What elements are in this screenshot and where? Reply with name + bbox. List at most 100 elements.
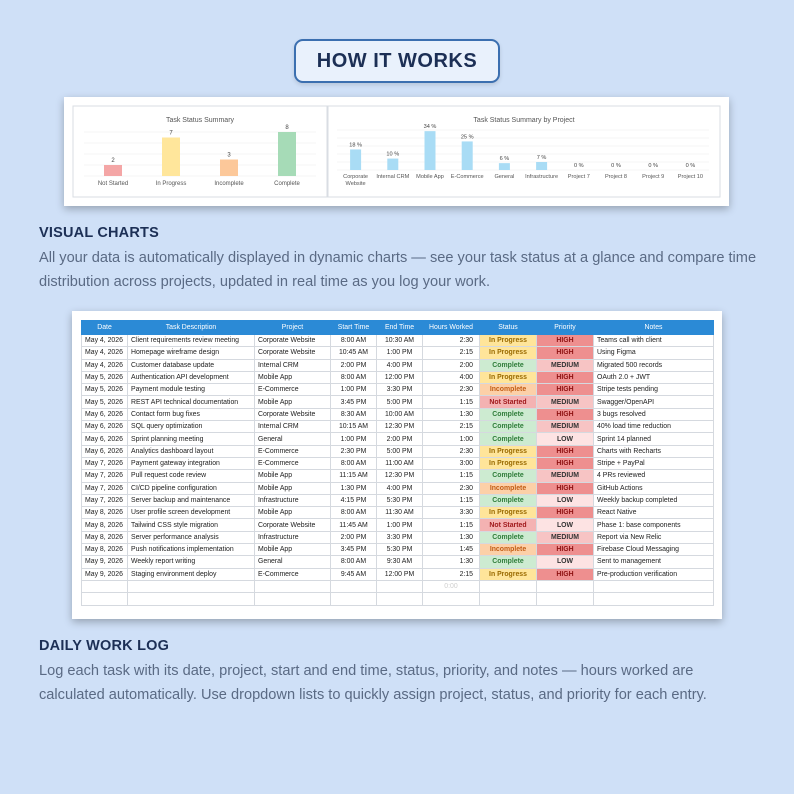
table-cell[interactable]: May 8, 2026 <box>81 506 128 520</box>
table-cell[interactable]: May 8, 2026 <box>81 543 128 557</box>
table-cell[interactable]: Incomplete <box>479 543 537 557</box>
table-cell[interactable] <box>536 592 594 606</box>
table-cell[interactable]: 1:00 PM <box>376 518 423 532</box>
table-cell[interactable]: Payment module testing <box>127 383 255 397</box>
table-cell[interactable]: In Progress <box>479 567 537 581</box>
table-cell[interactable]: Complete <box>479 469 537 483</box>
table-cell[interactable]: 1:30 <box>422 555 480 569</box>
table-cell[interactable]: Push notifications implementation <box>127 543 255 557</box>
table-cell[interactable]: HIGH <box>536 506 594 520</box>
table-cell[interactable]: Sprint 14 planned <box>593 432 714 446</box>
table-cell[interactable]: User profile screen development <box>127 506 255 520</box>
table-cell[interactable]: MEDIUM <box>536 530 594 545</box>
table-cell[interactable]: Infrastructure <box>254 530 331 545</box>
table-cell[interactable]: Phase 1: base components <box>593 518 714 532</box>
table-cell[interactable]: General <box>254 432 331 446</box>
column-header[interactable]: Project <box>254 320 331 335</box>
table-cell[interactable]: 5:30 PM <box>376 543 423 557</box>
table-cell[interactable]: OAuth 2.0 + JWT <box>593 370 714 385</box>
table-cell[interactable]: 2:15 <box>422 567 480 581</box>
table-row[interactable]: May 9, 2026 Staging environment deploy E-C… <box>81 567 714 581</box>
table-cell[interactable]: Customer database update <box>127 358 255 372</box>
table-cell[interactable] <box>376 592 423 606</box>
table-cell[interactable]: 12:30 PM <box>376 469 423 483</box>
column-header[interactable]: Task Description <box>127 320 255 335</box>
table-cell[interactable]: HIGH <box>536 383 594 397</box>
table-cell[interactable]: 40% load time reduction <box>593 420 714 434</box>
table-cell[interactable] <box>479 592 537 606</box>
table-cell[interactable]: 3:00 <box>422 456 480 471</box>
table-row[interactable]: May 4, 2026 Customer database update Inter… <box>81 358 714 372</box>
table-cell[interactable]: 3:30 PM <box>376 530 423 545</box>
table-cell[interactable]: Corporate Website <box>254 518 331 532</box>
column-header[interactable]: End Time <box>376 320 423 335</box>
table-cell[interactable]: 2:30 PM <box>330 444 377 458</box>
table-cell[interactable]: Authentication API development <box>127 370 255 385</box>
table-cell[interactable]: 3:30 <box>422 506 480 520</box>
table-cell[interactable]: E-Commerce <box>254 456 331 471</box>
table-cell[interactable]: Mobile App <box>254 370 331 385</box>
table-cell[interactable]: May 9, 2026 <box>81 567 128 581</box>
table-cell[interactable]: 3:45 PM <box>330 543 377 557</box>
table-cell[interactable]: General <box>254 555 331 569</box>
table-cell[interactable] <box>593 579 714 594</box>
table-cell[interactable]: May 6, 2026 <box>81 444 128 458</box>
table-cell[interactable]: 8:00 AM <box>330 506 377 520</box>
table-cell[interactable]: May 5, 2026 <box>81 370 128 385</box>
table-cell[interactable]: HIGH <box>536 444 594 458</box>
table-cell[interactable]: May 8, 2026 <box>81 518 128 532</box>
table-cell[interactable]: 10:00 AM <box>376 407 423 422</box>
table-cell[interactable]: May 7, 2026 <box>81 469 128 483</box>
table-row[interactable]: May 8, 2026 User profile screen developme… <box>81 506 714 520</box>
table-cell[interactable]: Using Figma <box>593 346 714 360</box>
table-cell[interactable] <box>254 592 331 606</box>
table-cell[interactable]: 8:00 AM <box>330 555 377 569</box>
table-cell[interactable]: 10:45 AM <box>330 346 377 360</box>
table-cell[interactable]: Pull request code review <box>127 469 255 483</box>
table-cell[interactable]: Payment gateway integration <box>127 456 255 471</box>
table-cell[interactable]: Sprint planning meeting <box>127 432 255 446</box>
table-cell[interactable]: 1:00 <box>422 432 480 446</box>
table-cell[interactable]: 2:30 <box>422 383 480 397</box>
table-cell[interactable]: MEDIUM <box>536 358 594 372</box>
table-cell[interactable]: 1:15 <box>422 469 480 483</box>
table-cell[interactable]: 3 bugs resolved <box>593 407 714 422</box>
table-cell[interactable]: Complete <box>479 493 537 508</box>
table-cell[interactable]: Not Started <box>479 395 537 409</box>
table-cell[interactable]: 5:30 PM <box>376 493 423 508</box>
table-cell[interactable]: 1:30 PM <box>330 481 377 495</box>
table-row[interactable]: May 6, 2026 Analytics dashboard layout E-C… <box>81 444 714 458</box>
table-cell[interactable]: Analytics dashboard layout <box>127 444 255 458</box>
table-cell[interactable]: Corporate Website <box>254 333 331 348</box>
table-cell[interactable]: Stripe + PayPal <box>593 456 714 471</box>
table-cell[interactable]: Migrated 500 records <box>593 358 714 372</box>
table-row[interactable]: May 8, 2026 Push notifications implementa… <box>81 543 714 557</box>
table-cell[interactable]: LOW <box>536 518 594 532</box>
table-cell[interactable] <box>422 592 480 606</box>
table-cell[interactable]: MEDIUM <box>536 395 594 409</box>
table-cell[interactable]: GitHub Actions <box>593 481 714 495</box>
table-cell[interactable]: 4:00 PM <box>376 481 423 495</box>
table-cell[interactable]: 9:45 AM <box>330 567 377 581</box>
table-cell[interactable]: HIGH <box>536 543 594 557</box>
table-cell[interactable]: May 7, 2026 <box>81 456 128 471</box>
table-row[interactable]: May 9, 2026 Weekly report writing General 8… <box>81 555 714 569</box>
table-cell[interactable]: 12:00 PM <box>376 567 423 581</box>
table-row[interactable]: May 5, 2026 Authentication API developmen… <box>81 370 714 385</box>
table-cell[interactable]: 8:00 AM <box>330 370 377 385</box>
table-cell[interactable]: LOW <box>536 432 594 446</box>
table-row[interactable]: May 5, 2026 REST API technical documentat… <box>81 395 714 409</box>
table-row-empty[interactable] <box>81 592 714 606</box>
table-cell[interactable]: 2:15 <box>422 420 480 434</box>
table-cell[interactable]: Teams call with client <box>593 333 714 348</box>
table-row[interactable]: May 7, 2026 Server backup and maintenance… <box>81 493 714 508</box>
table-cell[interactable]: Mobile App <box>254 395 331 409</box>
table-cell[interactable]: HIGH <box>536 407 594 422</box>
table-cell[interactable] <box>593 592 714 606</box>
table-row[interactable]: May 7, 2026 Pull request code review Mobil… <box>81 469 714 483</box>
table-cell[interactable]: May 4, 2026 <box>81 346 128 360</box>
table-cell[interactable]: Sent to management <box>593 555 714 569</box>
table-cell[interactable]: Contact form bug fixes <box>127 407 255 422</box>
table-cell[interactable]: In Progress <box>479 506 537 520</box>
table-cell[interactable]: LOW <box>536 493 594 508</box>
